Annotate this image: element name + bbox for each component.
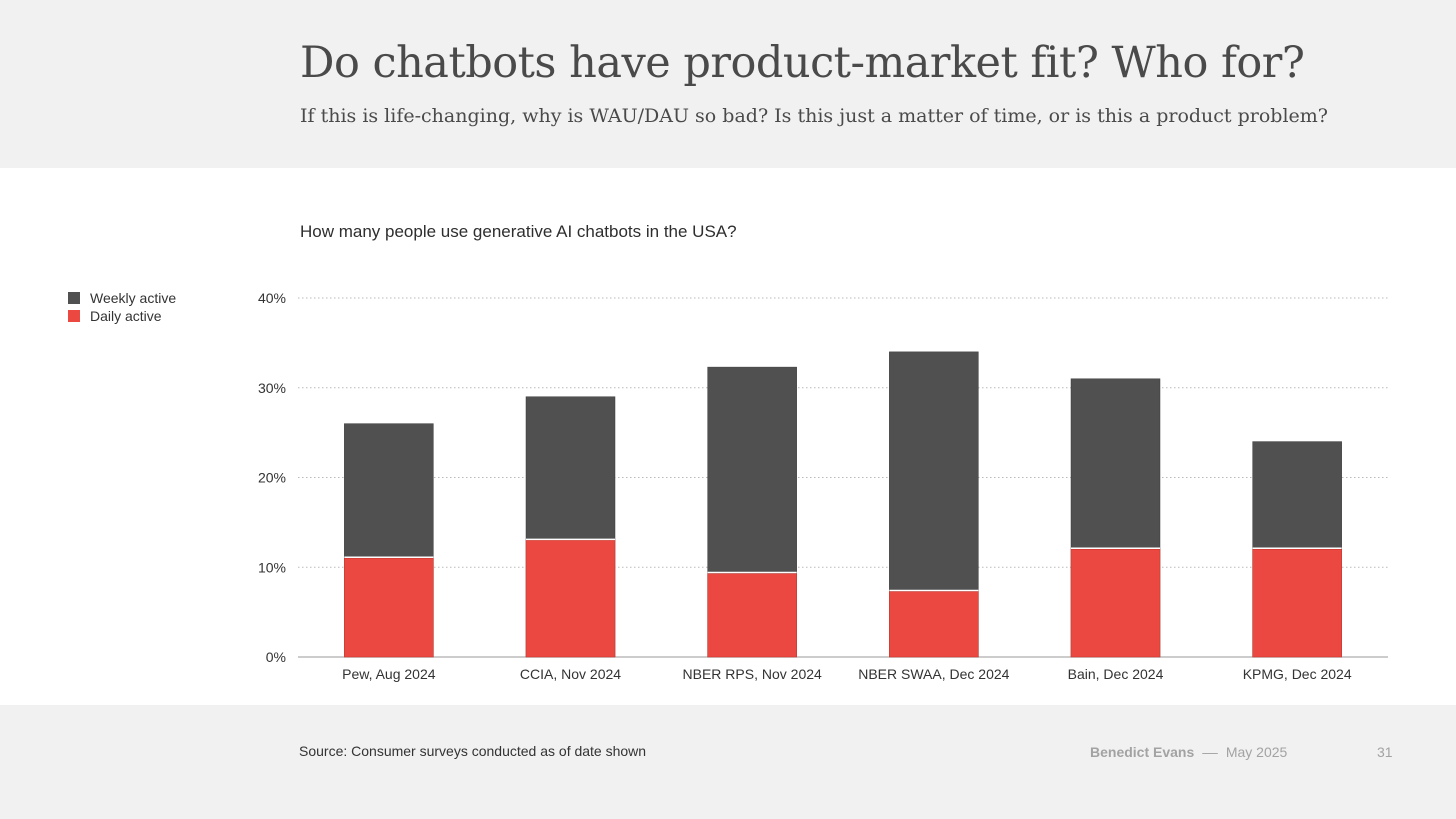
page-subtitle: If this is life-changing, why is WAU/DAU… — [300, 105, 1328, 127]
legend-swatch-daily — [68, 310, 80, 322]
footer: Source: Consumer surveys conducted as of… — [0, 705, 1456, 819]
bar-daily — [1252, 549, 1342, 658]
chart-panel: How many people use generative AI chatbo… — [0, 168, 1456, 705]
header: Do chatbots have product-market fit? Who… — [0, 0, 1456, 168]
chart-title: How many people use generative AI chatbo… — [300, 222, 737, 241]
y-tick-label: 10% — [258, 559, 286, 575]
author-name: Benedict Evans — [1090, 744, 1195, 760]
y-tick-label: 30% — [258, 380, 286, 396]
y-tick-label: 0% — [266, 649, 286, 665]
page-title: Do chatbots have product-market fit? Who… — [300, 38, 1305, 88]
x-tick-label: CCIA, Nov 2024 — [520, 666, 621, 682]
legend-label-weekly: Weekly active — [90, 290, 177, 306]
credit-date: May 2025 — [1225, 744, 1288, 760]
bar-daily — [707, 573, 797, 658]
bar-daily — [889, 591, 979, 658]
source-note: Source: Consumer surveys conducted as of… — [299, 743, 647, 759]
legend-label-daily: Daily active — [90, 308, 162, 324]
bar-daily — [525, 540, 616, 658]
x-tick-label: NBER SWAA, Dec 2024 — [858, 666, 1009, 682]
credit-separator: –– — [1202, 744, 1218, 760]
credit: Benedict Evans –– May 2025 — [1090, 744, 1287, 760]
y-tick-label: 20% — [258, 470, 286, 486]
legend-item-weekly: Weekly active — [68, 289, 176, 307]
legend-swatch-weekly — [68, 292, 80, 304]
bar-daily — [344, 558, 434, 658]
x-tick-label: KPMG, Dec 2024 — [1243, 666, 1352, 682]
x-tick-label: Pew, Aug 2024 — [342, 666, 436, 682]
page-number: 31 — [1377, 744, 1393, 760]
x-tick-label: Bain, Dec 2024 — [1068, 666, 1164, 682]
bar-chart: 0% 10% 20% 30% 40% Pew, Aug 2024 CCIA, Nov 202… — [258, 290, 1388, 682]
x-tick-label: NBER RPS, Nov 2024 — [683, 666, 822, 682]
legend: Weekly active Daily active — [68, 289, 176, 325]
legend-item-daily: Daily active — [68, 307, 176, 325]
bar-daily — [1070, 549, 1161, 658]
y-tick-label: 40% — [258, 290, 286, 306]
